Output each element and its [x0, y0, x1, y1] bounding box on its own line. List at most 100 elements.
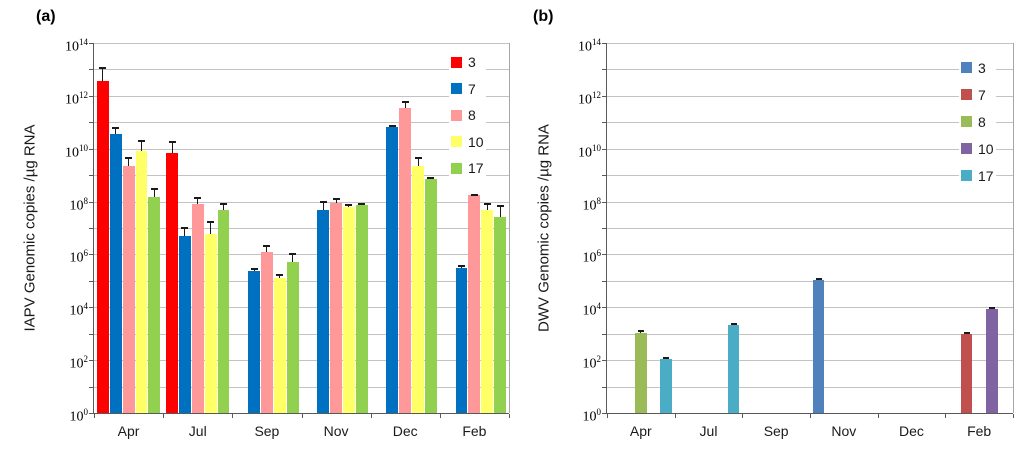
bar-series-17-jul [727, 325, 740, 413]
x-axis-tick [742, 414, 744, 418]
y-axis-tick [89, 413, 94, 414]
bar-series-7-feb [960, 333, 973, 413]
y-axis-tick [89, 95, 94, 97]
y-axis-tick [89, 201, 94, 203]
error-bar-line [197, 197, 199, 205]
bar-series-10-dec [412, 165, 425, 413]
y-axis-tick [602, 228, 607, 229]
bar-series-7-dec [386, 127, 399, 413]
gridline [94, 386, 509, 388]
gridline [94, 122, 509, 124]
legend-label: 8 [978, 113, 986, 130]
bar-series-17-apr [660, 359, 672, 413]
y-tick-label: 106 [69, 248, 89, 267]
bar-series-8-feb [468, 195, 481, 413]
x-axis-tick [674, 414, 676, 418]
legend-swatch-icon [961, 170, 972, 181]
bar-series-17-sep [286, 262, 299, 413]
x-category-label: Dec [899, 423, 924, 439]
y-tick-label: 1010 [65, 142, 88, 161]
error-bar-line [140, 140, 142, 152]
error-bar-cap [815, 277, 822, 280]
x-category-label: Nov [323, 423, 349, 439]
gridline [607, 69, 1013, 71]
y-tick-label: 108 [69, 195, 89, 214]
legend-swatch-icon [451, 109, 462, 121]
error-bar-cap [112, 127, 120, 130]
bar-series-17-nov [355, 204, 368, 413]
gridline [94, 43, 509, 44]
error-bar-cap [988, 307, 995, 310]
x-category-label: Jul [699, 423, 718, 439]
legend-label: 17 [468, 160, 484, 177]
y-axis-tick [602, 386, 607, 388]
gridline [607, 307, 1013, 309]
y-tick-label: 1010 [578, 142, 601, 161]
x-category-label: Apr [629, 423, 652, 439]
bar-series-8-nov [330, 203, 342, 413]
legend-label: 17 [978, 167, 994, 184]
error-bar-cap [207, 220, 215, 223]
y-tick-label: 104 [69, 301, 89, 319]
error-bar-line [322, 201, 324, 210]
x-axis-tick [370, 414, 372, 418]
error-bar-cap [483, 203, 491, 206]
y-axis-tick [89, 69, 94, 71]
legend-item-17: 17 [961, 162, 994, 189]
bar-series-8-apr [122, 166, 135, 413]
x-axis-tick [945, 414, 947, 418]
legend-label: 7 [978, 86, 986, 103]
y-axis-tick [602, 360, 607, 362]
x-axis-tick [439, 414, 441, 418]
bar-series-10-feb [985, 309, 998, 413]
panel-iapv: (a) IAPV Genomic copies /µg RNA 1014 1012… [22, 8, 510, 439]
error-bar-cap [276, 274, 284, 277]
bar-series-7-jul [178, 235, 191, 413]
bar-series-3-apr [96, 81, 109, 413]
y-axis-tick [89, 386, 94, 388]
error-bar-cap [194, 196, 202, 199]
x-axis-tick [810, 414, 811, 418]
x-axis-tick [607, 414, 608, 418]
bar-series-7-apr [109, 134, 122, 413]
y-tick-label: 100 [582, 407, 602, 425]
y-axis-tick [89, 333, 94, 335]
error-bar-line [171, 141, 173, 153]
error-bar-cap [730, 323, 737, 326]
y-axis-tick [602, 175, 607, 177]
gridline [94, 95, 509, 97]
error-bar-cap [263, 245, 271, 248]
bar-series-3-nov [812, 279, 825, 413]
legend-item-17: 17 [451, 155, 484, 182]
y-tick-label: 1014 [578, 37, 601, 55]
gridline [607, 280, 1013, 282]
y-tick-label: 1014 [65, 37, 88, 55]
y-axis-tick [602, 413, 607, 414]
legend-swatch-icon [961, 89, 972, 100]
legend-item-7: 7 [451, 76, 484, 103]
bar-series-17-feb [494, 216, 507, 413]
gridline [94, 148, 509, 150]
y-axis-tick [602, 69, 607, 71]
error-bar-line [102, 68, 104, 82]
gridline [94, 175, 509, 177]
plot-right-border [1013, 43, 1014, 413]
gridline [607, 122, 1013, 124]
y-axis-tick [602, 307, 607, 309]
gridline [607, 333, 1013, 335]
bar-series-8-sep [260, 252, 273, 413]
legend-item-10: 10 [451, 129, 484, 156]
legend-swatch-icon [961, 116, 972, 127]
x-axis-tick [1013, 414, 1014, 418]
error-bar-cap [388, 124, 396, 127]
bar-series-10-nov [343, 207, 355, 413]
gridline [94, 228, 509, 229]
legend-swatch-icon [451, 83, 462, 95]
error-bar-cap [319, 200, 327, 203]
legend-swatch-icon [961, 143, 972, 154]
error-bar-line [222, 204, 224, 210]
gridline [94, 280, 509, 282]
gridline [607, 254, 1013, 256]
error-bar-cap [663, 356, 669, 359]
bar-series-7-nov [317, 209, 330, 413]
